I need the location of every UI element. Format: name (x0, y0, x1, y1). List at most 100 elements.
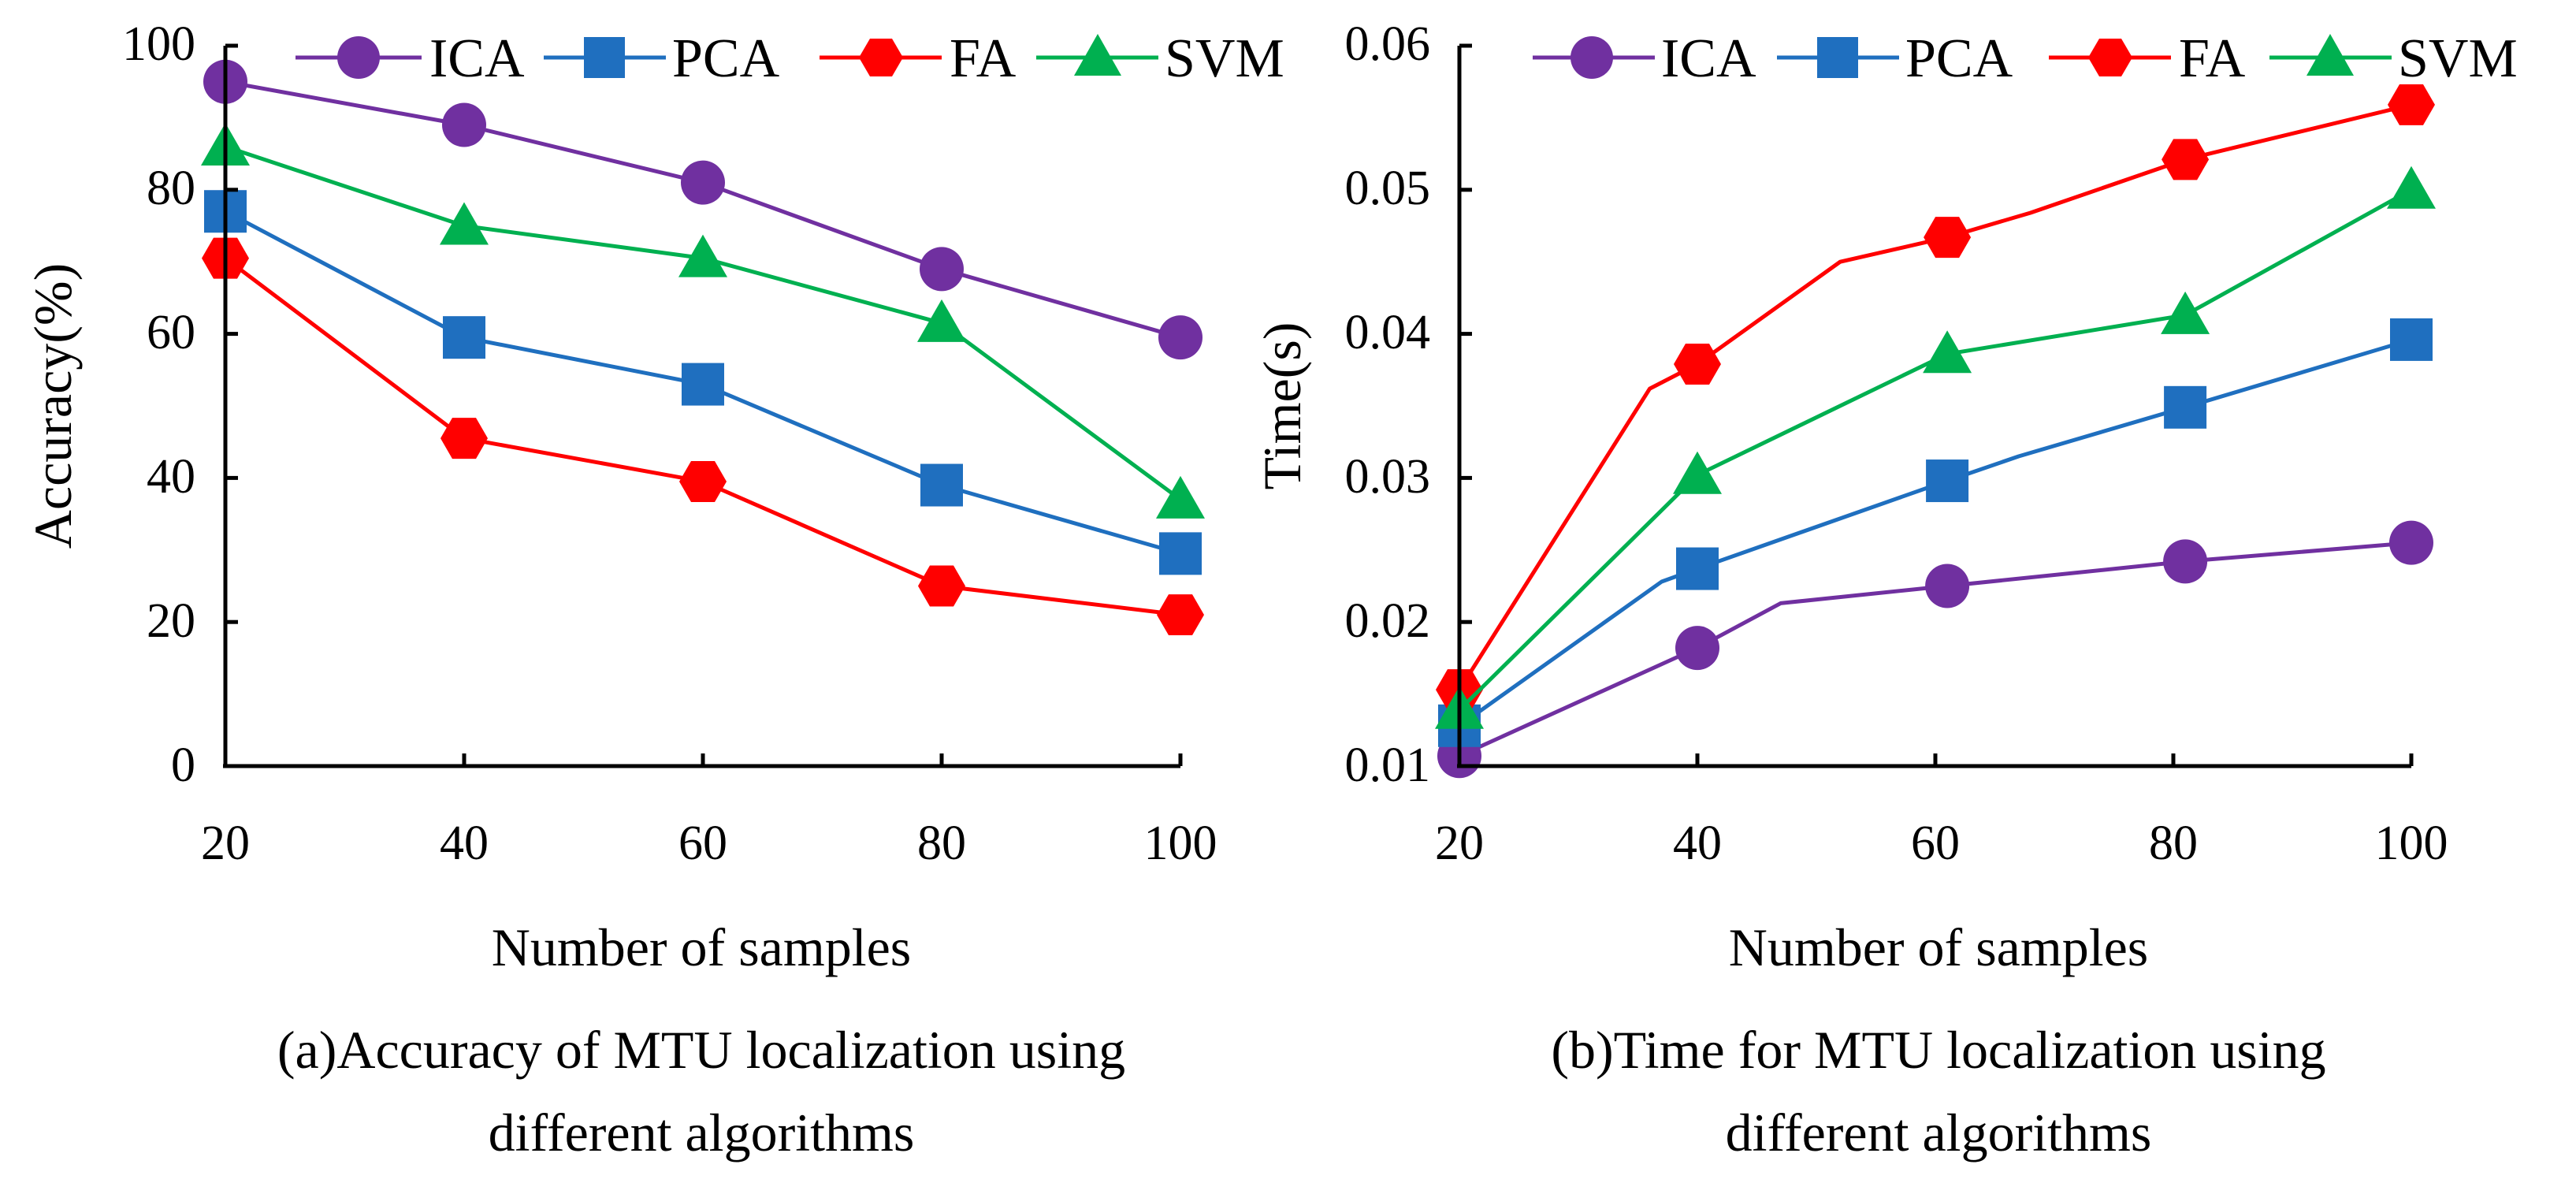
y-tick-label: 80 (147, 162, 195, 215)
legend-item-pca: PCA (1777, 28, 2013, 89)
data-point-fa (2388, 84, 2435, 125)
data-point-ica (920, 247, 964, 292)
data-point-ica (1675, 626, 1719, 671)
x-tick-label: 80 (2149, 817, 2198, 870)
y-tick-label: 0 (171, 738, 195, 792)
legend-item-pca: PCA (544, 28, 780, 89)
series-pca (204, 190, 1202, 575)
legend-item-svm: SVM (1036, 28, 1284, 89)
data-point-svm (1923, 330, 1972, 374)
accuracy-axis-ticks (223, 43, 1183, 768)
time-legend: ICA PCA FA SVM (1533, 28, 2518, 89)
y-tick-label: 60 (147, 306, 195, 359)
legend-marker-hexagon (2088, 39, 2132, 76)
time-y-axis-label: Time(s) (1252, 322, 1312, 490)
data-point-svm (2387, 166, 2436, 209)
data-point-fa (440, 418, 488, 459)
y-tick-label: 0.04 (1345, 306, 1431, 359)
data-point-fa (1924, 217, 1972, 259)
series-line-fa (1457, 102, 2412, 691)
y-tick-label: 0.03 (1345, 450, 1431, 504)
data-point-pca (2390, 318, 2433, 361)
y-tick-label: 0.06 (1345, 17, 1431, 71)
time-plot-area (1435, 84, 2436, 779)
legend-label-ica: ICA (1661, 28, 1756, 89)
legend-item-ica: ICA (1533, 28, 1756, 89)
data-point-svm (917, 299, 966, 342)
legend-marker-circle (1571, 36, 1613, 79)
legend-item-ica: ICA (296, 28, 525, 89)
y-tick-label: 40 (147, 450, 195, 504)
legend-item-fa: FA (820, 28, 1017, 89)
legend-marker-square (584, 37, 625, 78)
legend-label-svm: SVM (2398, 28, 2518, 89)
data-point-svm (1156, 475, 1205, 519)
x-tick-label: 80 (917, 817, 966, 870)
legend-marker-square (1817, 37, 1858, 78)
accuracy-caption-line-2: different algorithms (489, 1103, 915, 1163)
data-point-pca (1926, 459, 1969, 503)
accuracy-plot-area (201, 59, 1205, 635)
data-point-ica (1925, 564, 1970, 608)
x-tick-label: 60 (1911, 817, 1960, 870)
series-line-pca (1458, 337, 2412, 727)
data-point-ica (1158, 315, 1203, 360)
legend-label-svm: SVM (1165, 28, 1284, 89)
time-caption-line-2: different algorithms (1726, 1103, 2152, 1163)
x-tick-label: 40 (1673, 817, 1722, 870)
data-point-fa (1674, 344, 1721, 385)
data-point-ica (2163, 539, 2208, 584)
data-point-svm (440, 202, 489, 245)
data-point-pca (2164, 385, 2207, 429)
accuracy-x-axis-label: Number of samples (492, 917, 912, 977)
legend-item-fa: FA (2049, 28, 2246, 89)
y-tick-label: 0.05 (1345, 162, 1431, 215)
time-caption-line-1: (b)Time for MTU localization using (1551, 1020, 2325, 1080)
x-tick-label: 100 (2375, 817, 2448, 870)
y-tick-label: 20 (147, 594, 195, 648)
legend-marker-circle (337, 36, 380, 79)
series-line-ica (1458, 541, 2412, 758)
data-point-ica (681, 160, 725, 205)
accuracy-y-axis-label: Accuracy(%) (23, 263, 83, 549)
y-tick-label: 0.02 (1345, 594, 1431, 648)
series-line-svm (1458, 188, 2413, 712)
data-point-fa (679, 461, 727, 502)
data-point-pca (682, 363, 724, 406)
legend-marker-hexagon (859, 39, 903, 76)
data-point-svm (1673, 451, 1722, 494)
time-x-tick-labels: 20 40 60 80 100 (1435, 817, 2448, 870)
accuracy-y-tick-labels: 0 20 40 60 80 100 (122, 17, 195, 792)
time-chart-panel: 0.01 0.02 0.03 0.04 0.05 0.06 20 40 60 8… (1252, 17, 2518, 1163)
series-pca (1438, 318, 2433, 747)
data-point-ica (2389, 520, 2433, 565)
data-point-svm (678, 234, 727, 277)
series-ica (1437, 520, 2433, 779)
legend-item-svm: SVM (2269, 28, 2518, 89)
time-axis-ticks (1457, 43, 2414, 768)
data-point-fa (2162, 139, 2210, 180)
legend-marker-triangle (2307, 34, 2354, 76)
data-point-pca (443, 316, 485, 359)
series-line-fa (224, 256, 1181, 617)
time-x-axis-label: Number of samples (1729, 917, 2149, 977)
data-point-pca (1159, 532, 1202, 575)
accuracy-legend: ICA PCA FA SVM (296, 28, 1284, 89)
legend-label-pca: PCA (672, 28, 780, 89)
data-point-svm (2161, 291, 2210, 334)
y-tick-label: 100 (122, 17, 195, 71)
data-point-fa (1157, 594, 1204, 635)
accuracy-chart-panel: 0 20 40 60 80 100 20 40 60 80 100 Accura… (23, 17, 1284, 1163)
legend-label-ica: ICA (429, 28, 525, 89)
data-point-fa (918, 565, 965, 607)
x-tick-label: 100 (1144, 817, 1217, 870)
legend-label-fa: FA (950, 28, 1017, 89)
series-fa (202, 237, 1204, 635)
time-y-tick-labels: 0.01 0.02 0.03 0.04 0.05 0.06 (1345, 17, 1431, 792)
legend-marker-triangle (1074, 34, 1121, 76)
data-point-pca (1676, 547, 1719, 590)
series-svm (201, 122, 1205, 519)
x-tick-label: 40 (440, 817, 489, 870)
x-tick-label: 20 (201, 817, 250, 870)
